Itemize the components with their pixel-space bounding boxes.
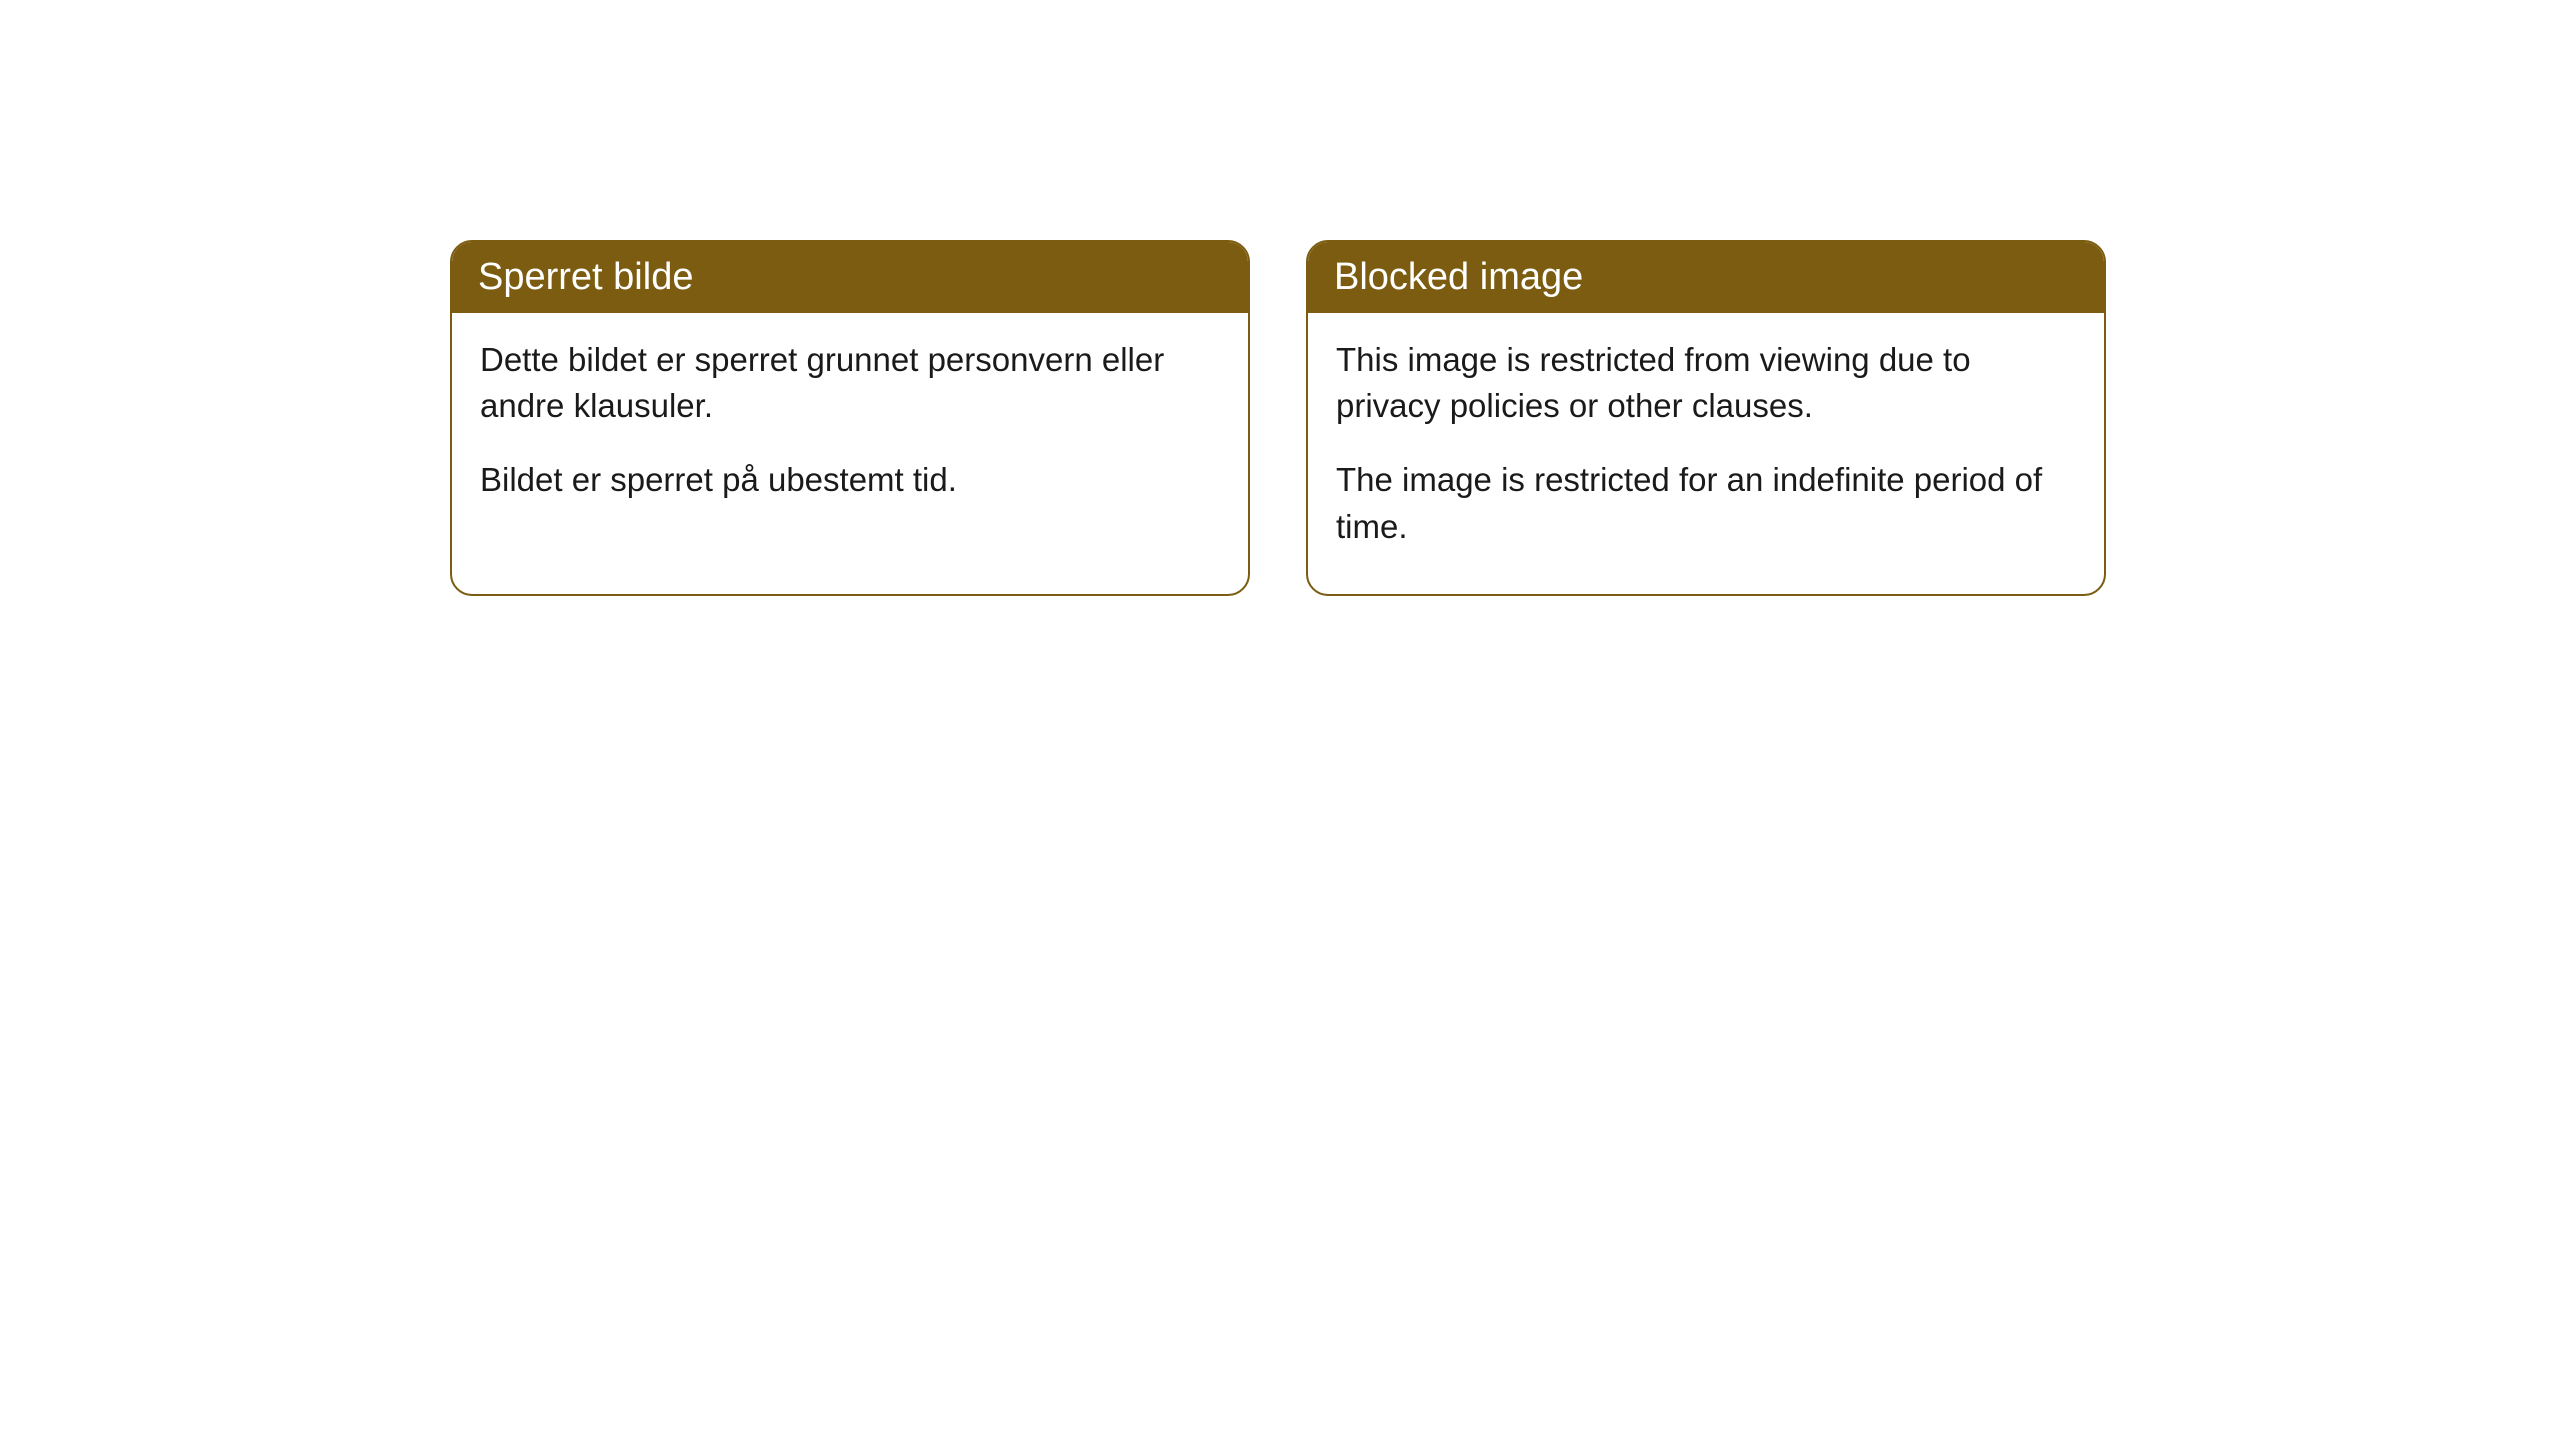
card-title: Sperret bilde [478,256,693,298]
notice-card-english: Blocked image This image is restricted f… [1306,240,2106,596]
card-title: Blocked image [1334,256,1583,298]
card-body: This image is restricted from viewing du… [1308,313,2104,594]
notice-card-norwegian: Sperret bilde Dette bildet er sperret gr… [450,240,1250,596]
card-header: Sperret bilde [452,242,1248,313]
card-header: Blocked image [1308,242,2104,313]
card-paragraph: Dette bildet er sperret grunnet personve… [480,337,1220,429]
card-body: Dette bildet er sperret grunnet personve… [452,313,1248,548]
card-paragraph: Bildet er sperret på ubestemt tid. [480,457,1220,503]
card-paragraph: This image is restricted from viewing du… [1336,337,2076,429]
notice-container: Sperret bilde Dette bildet er sperret gr… [450,240,2106,596]
card-paragraph: The image is restricted for an indefinit… [1336,457,2076,549]
